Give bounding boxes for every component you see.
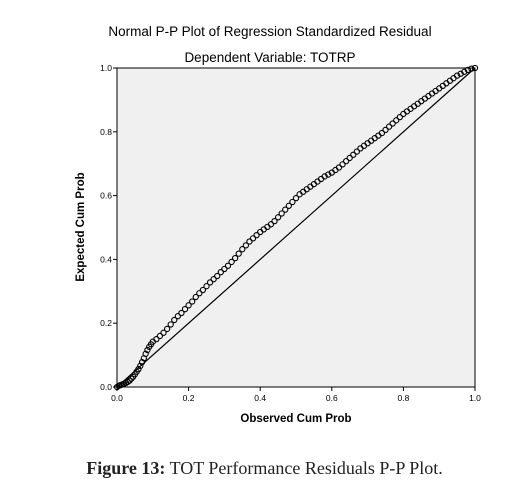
- data-point: [278, 210, 285, 217]
- x-axis-label: Observed Cum Prob: [240, 413, 351, 425]
- y-tick-label: 0.4: [100, 254, 112, 264]
- data-point: [217, 269, 224, 276]
- data-point: [199, 286, 207, 294]
- data-point: [171, 316, 178, 324]
- x-tick-label: 0.4: [254, 393, 266, 403]
- data-point: [353, 148, 361, 155]
- data-point: [350, 151, 357, 158]
- data-point: [203, 283, 210, 290]
- data-point: [228, 258, 235, 266]
- caption-text: TOT Performance Residuals P-P Plot.: [165, 458, 443, 478]
- data-point: [144, 346, 151, 354]
- data-point: [178, 309, 185, 317]
- y-tick-label: 0.8: [100, 127, 112, 137]
- y-tick-label: 0.2: [100, 318, 112, 328]
- data-point: [185, 302, 192, 309]
- data-point: [471, 64, 479, 72]
- data-point: [267, 221, 275, 228]
- data-point: [385, 123, 393, 130]
- data-point: [235, 250, 242, 257]
- data-point: [189, 298, 196, 305]
- data-point: [393, 117, 400, 124]
- data-points: [113, 64, 479, 391]
- data-point: [126, 377, 133, 384]
- data-point: [289, 198, 296, 206]
- chart-title: Normal P-P Plot of Regression Standardiz…: [108, 24, 431, 39]
- data-point: [221, 265, 228, 273]
- data-point: [210, 276, 217, 283]
- data-point: [285, 202, 292, 209]
- data-point: [153, 335, 160, 343]
- data-point: [174, 313, 182, 320]
- data-point: [206, 279, 214, 286]
- data-point: [181, 306, 189, 313]
- data-point: [167, 321, 174, 328]
- chart-subtitle: Dependent Variable: TOTRP: [184, 50, 355, 65]
- data-point: [464, 66, 471, 74]
- data-point: [378, 129, 386, 137]
- data-point: [128, 375, 135, 382]
- data-point: [396, 113, 403, 121]
- data-point: [196, 290, 203, 297]
- y-tick-label: 0.6: [100, 191, 112, 201]
- data-point: [224, 262, 232, 269]
- data-point: [342, 157, 350, 165]
- data-point: [274, 214, 282, 221]
- data-point: [214, 272, 221, 280]
- x-tick-label: 0.2: [183, 393, 195, 403]
- data-point: [468, 65, 475, 72]
- data-point: [156, 332, 164, 340]
- data-point: [292, 195, 300, 202]
- data-point: [192, 293, 199, 301]
- data-point: [253, 232, 260, 239]
- y-tick-label: 0.0: [100, 382, 112, 392]
- data-point: [135, 365, 142, 373]
- data-point: [339, 161, 346, 168]
- data-point: [246, 238, 253, 245]
- pp-plot-chart: Normal P-P Plot of Regression Standardiz…: [75, 24, 481, 425]
- x-tick-label: 1.0: [469, 393, 481, 403]
- data-point: [163, 325, 171, 333]
- x-tick-label: 0.0: [111, 393, 123, 403]
- y-axis-label: Expected Cum Prob: [75, 172, 87, 281]
- data-point: [242, 242, 250, 249]
- axis-ticks: 0.0 0.2 0.4 0.6 0.8 1.0 0.0 0.2 0.4 0.6 0.8 1.0: [100, 63, 481, 403]
- y-tick-label: 1.0: [100, 63, 112, 73]
- data-point: [231, 254, 239, 262]
- data-point: [382, 126, 389, 134]
- x-tick-label: 0.8: [397, 393, 409, 403]
- data-point: [160, 329, 167, 336]
- data-point: [335, 164, 343, 171]
- data-point: [389, 120, 396, 127]
- figure-caption: Figure 13: TOT Performance Residuals P-P…: [0, 458, 529, 479]
- data-point: [239, 246, 246, 253]
- data-point: [346, 154, 353, 162]
- x-tick-label: 0.6: [326, 393, 338, 403]
- data-point: [282, 206, 289, 213]
- caption-label: Figure 13:: [86, 458, 166, 478]
- data-point: [249, 235, 257, 242]
- reference-line: [116, 67, 476, 388]
- data-point: [271, 217, 278, 225]
